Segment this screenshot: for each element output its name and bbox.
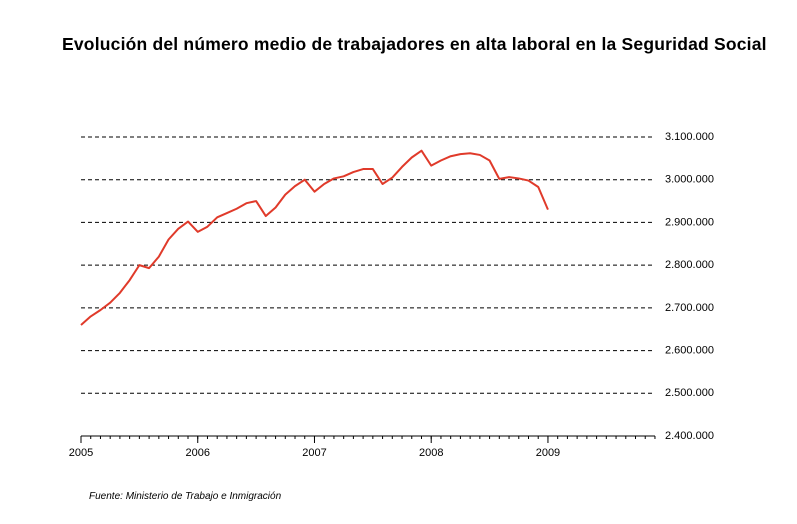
x-tick-label: 2008 (419, 447, 443, 459)
data-line (80, 149, 549, 326)
y-tick-label: 2.700.000 (665, 302, 714, 314)
y-tick-label: 2.800.000 (665, 259, 714, 271)
y-tick-label: 2.900.000 (665, 216, 714, 228)
y-tick-label: 2.600.000 (665, 344, 714, 356)
y-tick-label: 2.400.000 (665, 430, 714, 442)
x-tick-label: 2009 (536, 447, 560, 459)
source-note: Fuente: Ministerio de Trabajo e Inmigrac… (89, 491, 282, 502)
x-tick-label: 2007 (302, 447, 326, 459)
y-tick-label: 3.000.000 (665, 174, 714, 186)
chart-title: Evolución del número medio de trabajador… (62, 34, 767, 54)
y-tick-label: 2.500.000 (665, 387, 714, 399)
y-tick-label: 3.100.000 (665, 131, 714, 143)
x-tick-label: 2006 (185, 447, 209, 459)
x-tick-label: 2005 (69, 447, 93, 459)
